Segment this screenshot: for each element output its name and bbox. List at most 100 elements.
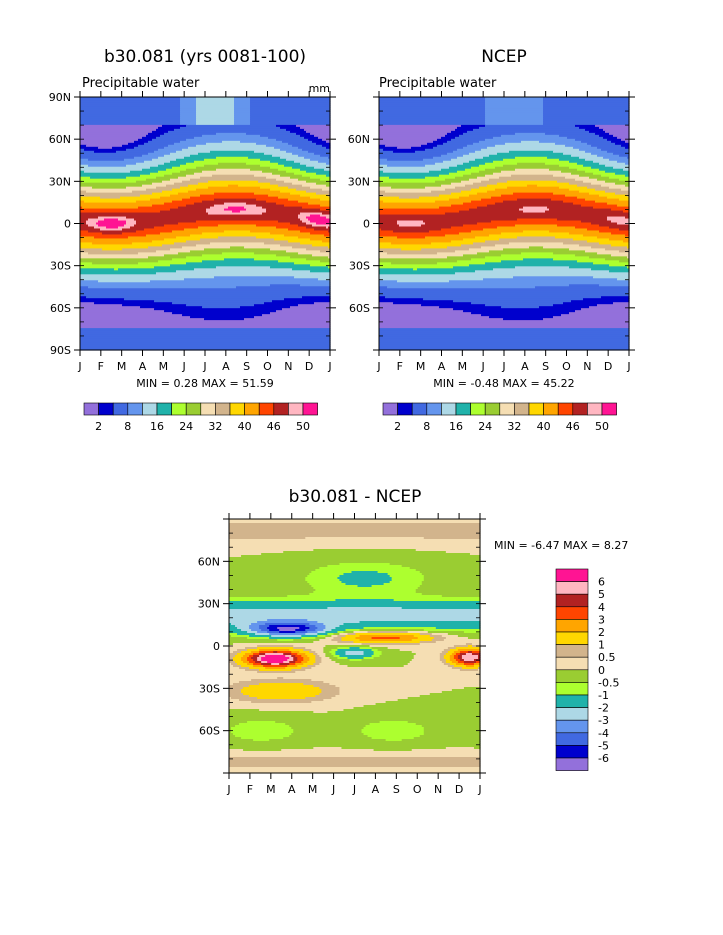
colorbar-swatch [499,402,515,416]
contour-cell [134,140,149,144]
contour-cell [156,128,175,132]
contour-cell [249,685,314,688]
contour-cell [267,619,308,622]
contour-cell [80,140,135,144]
contour-cell [229,627,238,630]
contour-cell [241,555,481,558]
contour-cell [537,184,578,188]
contour-cell [261,657,290,660]
contour-cell [156,176,179,180]
contour-cell [397,222,426,226]
contour-cell [487,204,582,208]
contour-cell [86,144,123,148]
contour-cell [233,733,292,736]
contour-cell [306,180,331,184]
month-tick-label: O [263,360,272,373]
contour-cell [379,116,486,120]
contour-cell [495,202,574,206]
contour-cell [389,176,426,180]
contour-cell [80,338,331,341]
contour-cell [353,631,369,634]
contour-cell [251,701,312,704]
contour-cell [451,689,481,692]
contour-cell [379,184,442,188]
contour-cell [587,240,624,244]
contour-cell [379,128,456,132]
contour-cell [575,226,610,230]
contour-cell [80,280,99,283]
lat-tick-label: 30N [49,175,71,188]
contour-cell [597,304,630,307]
contour-cell [80,176,91,180]
contour-cell [98,146,113,150]
contour-cell [229,731,232,734]
contour-cell [341,637,357,640]
contour-cell [312,140,327,144]
contour-cell [80,150,95,154]
contour-cell [196,100,235,104]
contour-cell [579,244,612,248]
month-tick-label: F [98,360,104,373]
contour-cell [102,248,123,251]
contour-cell [373,651,383,654]
contour-cell [411,659,441,662]
contour-cell [300,230,329,234]
contour-cell [204,248,271,251]
contour-cell [302,206,331,210]
contour-cell [579,174,602,178]
contour-cell [513,192,554,196]
contour-cell [156,186,181,190]
contour-cell [459,669,479,672]
contour-cell [415,591,481,594]
contour-cell [487,190,580,194]
contour-cell [515,168,550,172]
contour-cell [130,170,159,174]
contour-cell [229,711,314,714]
contour-cell [627,256,630,259]
contour-cell [118,268,195,271]
contour-cell [611,254,630,257]
contour-cell [437,144,468,148]
contour-cell [443,657,451,660]
contour-cell [229,725,236,728]
contour-cell [601,148,630,152]
contour-cell [379,150,394,154]
contour-cell [229,637,248,640]
contour-cell [326,140,331,144]
contour-cell [194,202,225,206]
contour-cell [290,306,331,309]
contour-cell [233,651,242,654]
contour-cell [284,234,325,238]
contour-cell [477,206,524,210]
contour-cell [335,685,481,688]
contour-cell [235,655,244,658]
contour-cell [307,665,316,668]
contour-cell [443,639,481,642]
contour-cell [80,226,95,230]
contour-cell [289,649,304,652]
contour-cell [204,318,245,321]
contour-cell [229,523,481,526]
contour-cell [337,647,351,650]
contour-cell [323,681,481,684]
contour-cell [196,120,235,124]
colorbar-swatch [555,568,589,582]
contour-cell [379,264,470,267]
contour-cell [445,212,630,216]
contour-cell [158,260,203,263]
contour-cell [477,176,500,180]
contour-cell [491,196,578,200]
contour-cell [180,110,197,114]
contour-cell [609,270,630,273]
contour-cell [379,202,464,206]
contour-cell [80,278,185,281]
contour-cell [451,182,474,186]
contour-cell [80,248,103,251]
contour-cell [309,627,318,630]
contour-cell [441,184,466,188]
contour-cell [249,635,272,638]
contour-cell [423,733,481,736]
contour-cell [373,749,413,752]
colorbar-label: -2 [598,702,609,715]
contour-cell [591,144,622,148]
